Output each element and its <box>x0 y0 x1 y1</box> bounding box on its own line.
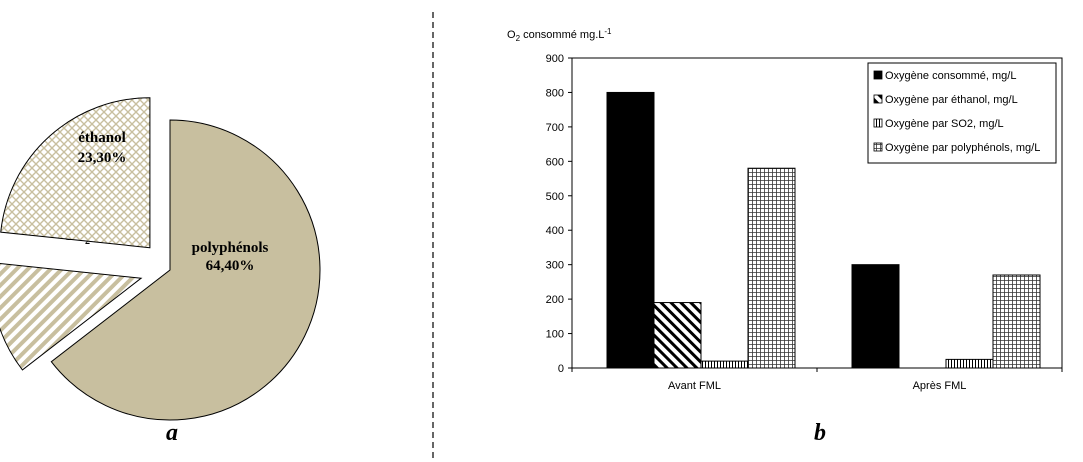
pie-label-name-ethanol: éthanol <box>78 130 126 146</box>
panel-a-label: a <box>166 420 178 446</box>
legend-swatch <box>873 70 883 80</box>
bar-chart-title: O2 consommé mg.L-1 <box>507 27 612 43</box>
y-tick-label: 100 <box>546 329 564 341</box>
pie-label-value-polyphenols: 64,40% <box>206 258 255 274</box>
y-tick-label: 700 <box>546 122 564 134</box>
bar-1-0 <box>653 302 702 369</box>
y-tick-label: 200 <box>546 294 564 306</box>
y-tick-label: 800 <box>546 87 564 99</box>
legend-swatch <box>873 142 883 152</box>
legend-label: Oxygène par éthanol, mg/L <box>885 94 1018 106</box>
panel-b-label: b <box>814 420 826 446</box>
y-tick-label: 900 <box>546 53 564 65</box>
x-tick-label: Avant FML <box>668 380 721 392</box>
pie-slice-polyphenols <box>50 119 321 421</box>
bar-2-0 <box>700 360 749 369</box>
legend-swatch <box>873 94 883 104</box>
legend: Oxygène consommé, mg/L Oxygène par éthano… <box>867 62 1057 164</box>
y-tick-label: 300 <box>546 260 564 272</box>
legend-box <box>867 62 1057 164</box>
legend-label: Oxygène par polyphénols, mg/L <box>885 142 1040 154</box>
pie-label-value-ethanol: 23,30% <box>78 150 127 166</box>
pie-label-name-polyphenols: polyphénols <box>192 240 269 256</box>
title-o: O <box>507 29 516 41</box>
bar-3-0 <box>747 167 796 369</box>
bar-0-0 <box>606 91 655 369</box>
bar-0-1 <box>851 264 900 369</box>
y-tick-label: 500 <box>546 191 564 203</box>
bar-2-1 <box>945 358 994 369</box>
bar-3-1 <box>992 274 1041 369</box>
title-sup: -1 <box>604 27 612 36</box>
y-tick-label: 400 <box>546 225 564 237</box>
legend-label: Oxygène par SO2, mg/L <box>885 118 1004 130</box>
title-sub: 2 <box>516 34 521 43</box>
pie-slice-ethanol <box>0 97 151 249</box>
bar-chart: 0 100 200 300 400 500 600 700 800 900 Avant FML Apr… <box>546 53 1063 392</box>
y-tick-label: 600 <box>546 156 564 168</box>
title-rest: consommé mg.L <box>520 29 604 41</box>
y-tick-label: 0 <box>558 363 564 375</box>
legend-label: Oxygène consommé, mg/L <box>885 70 1016 82</box>
x-tick-label: Après FML <box>913 380 967 392</box>
legend-swatch <box>873 118 883 128</box>
pie-slice-so2 <box>0 262 143 371</box>
